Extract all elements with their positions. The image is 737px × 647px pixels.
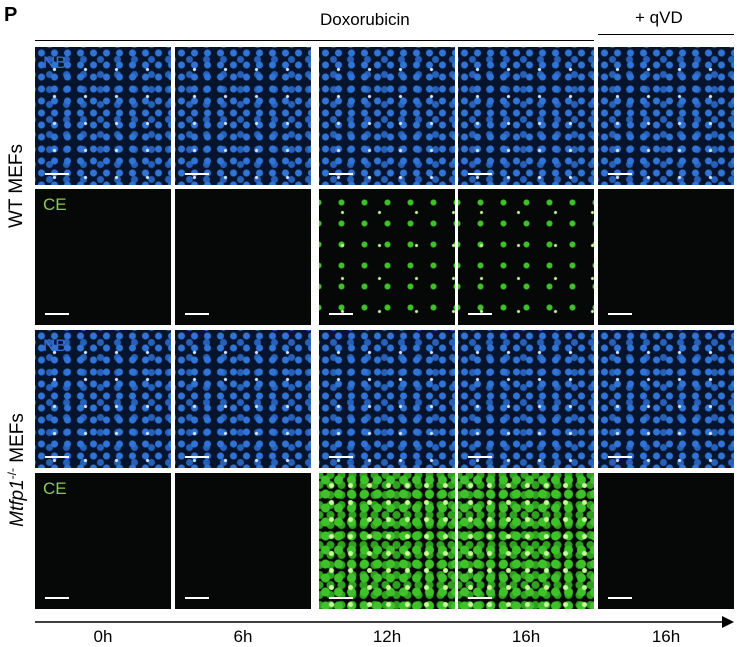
- scale-bar: [608, 597, 632, 599]
- micrograph: [458, 473, 594, 609]
- micrograph: [319, 330, 455, 468]
- micrograph: [598, 330, 734, 468]
- scale-bar: [45, 173, 69, 175]
- micrograph: [458, 189, 594, 325]
- micrograph: [175, 47, 311, 185]
- timepoint-label: 0h: [93, 627, 113, 646]
- stain-label: NB: [43, 336, 67, 355]
- timepoint-label: 6h: [233, 627, 253, 646]
- micrograph: CE: [35, 473, 171, 609]
- micrograph: [319, 189, 455, 325]
- micrograph: [175, 189, 311, 325]
- scale-bar: [185, 173, 209, 175]
- scale-bar: [608, 313, 632, 315]
- scale-bar: [329, 173, 353, 175]
- scale-bar: [468, 313, 492, 315]
- micrograph: [175, 473, 311, 609]
- micrograph: [319, 473, 455, 609]
- stain-label: CE: [43, 479, 67, 498]
- timepoint-label: 12h: [372, 627, 402, 646]
- treatment-label: Doxorubicin: [320, 10, 410, 29]
- scale-bar: [468, 597, 492, 599]
- scale-bar: [329, 456, 353, 458]
- scale-bar: [608, 173, 632, 175]
- scale-bar: [468, 173, 492, 175]
- micrograph: CE: [35, 189, 171, 325]
- gene-name: Mtfp1: [7, 478, 29, 527]
- scale-bar: [608, 456, 632, 458]
- inhibitor-label: + qVD: [635, 8, 683, 27]
- micrograph: NB: [35, 47, 171, 185]
- stain-label: NB: [43, 53, 67, 72]
- scale-bar: [185, 597, 209, 599]
- scale-bar: [45, 456, 69, 458]
- timepoint-label: 16h: [511, 627, 541, 646]
- micrograph: [598, 189, 734, 325]
- micrograph: [175, 330, 311, 468]
- scale-bar: [185, 456, 209, 458]
- micrograph: [319, 47, 455, 185]
- stain-label: CE: [43, 195, 67, 214]
- timepoint-label: 16h: [651, 627, 681, 646]
- scale-bar: [185, 313, 209, 315]
- genotype: -/-: [4, 467, 19, 479]
- scale-bar: [45, 313, 69, 315]
- scale-bar: [329, 313, 353, 315]
- row-label: Mtfp1-/- MEFs: [5, 413, 29, 527]
- micrograph: [458, 47, 594, 185]
- scale-bar: [468, 456, 492, 458]
- scale-bar: [329, 597, 353, 599]
- treatment-line: [35, 40, 594, 41]
- time-arrow: [35, 616, 734, 628]
- scale-bar: [45, 597, 69, 599]
- row-label: WT MEFs: [6, 143, 27, 229]
- micrograph: NB: [35, 330, 171, 468]
- micrograph: [458, 330, 594, 468]
- label-suffix: MEFs: [7, 412, 29, 468]
- panel-label: P: [4, 4, 18, 26]
- inhibitor-line: [598, 34, 734, 35]
- micrograph: [598, 47, 734, 185]
- micrograph: [598, 473, 734, 609]
